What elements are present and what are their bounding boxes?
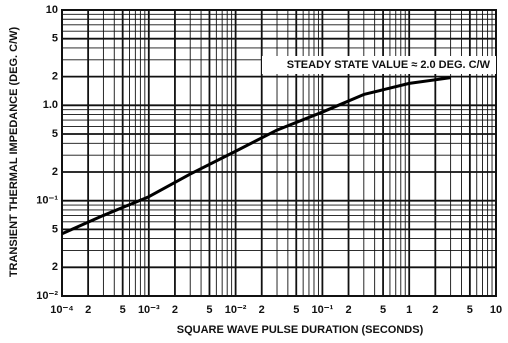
annotation-box — [262, 56, 496, 74]
x-tick-label: 5 — [293, 304, 299, 316]
x-tick-label: 2 — [345, 304, 351, 316]
x-tick-label: 10 — [490, 304, 502, 316]
y-tick-label: 5 — [52, 33, 58, 45]
y-tick-label: 5 — [52, 128, 58, 140]
x-axis-label: SQUARE WAVE PULSE DURATION (SECONDS) — [177, 324, 424, 336]
y-tick-label: 10⁻² — [36, 290, 58, 302]
y-tick-label: 10 — [46, 4, 58, 16]
y-axis-label: TRANSIENT THERMAL IMPEDANCE (DEG. C/W) — [8, 26, 20, 277]
x-tick-label: 1 — [406, 304, 412, 316]
y-tick-label: 2 — [52, 261, 58, 273]
x-tick-label: 10⁻² — [225, 304, 247, 316]
x-tick-label: 2 — [85, 304, 91, 316]
x-tick-label: 5 — [467, 304, 473, 316]
x-tick-label: 5 — [380, 304, 386, 316]
x-tick-label: 5 — [120, 304, 126, 316]
y-tick-label: 10⁻¹ — [36, 195, 58, 207]
x-tick-label: 2 — [172, 304, 178, 316]
x-tick-label: 5 — [206, 304, 212, 316]
curve — [61, 76, 451, 236]
y-tick-label: 2 — [52, 166, 58, 178]
y-tick-label: 2 — [52, 71, 58, 83]
x-tick-label: 2 — [432, 304, 438, 316]
annotation: STEADY STATE VALUE ≈ 2.0 DEG. C/W — [287, 59, 491, 71]
plot-frame — [61, 9, 497, 297]
y-tick-label: 5 — [52, 223, 58, 235]
x-tick-label: 10⁻³ — [138, 304, 160, 316]
x-tick-label: 2 — [259, 304, 265, 316]
y-tick-label: 1.0 — [43, 99, 58, 111]
x-tick-label: 10⁻¹ — [312, 304, 334, 316]
x-tick-label: 10⁻⁴ — [50, 304, 73, 316]
